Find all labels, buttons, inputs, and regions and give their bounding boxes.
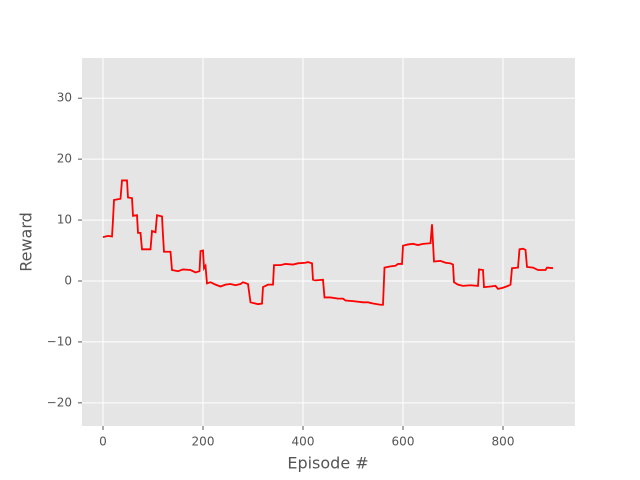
y-tick-label: 20 [57,152,72,166]
x-tick-label: 400 [292,435,315,449]
y-axis-label: Reward [17,212,36,272]
y-tick-label: 30 [57,91,72,105]
x-tick-label: 200 [192,435,215,449]
x-tick-label: 800 [492,435,515,449]
y-tick-label: 10 [57,213,72,227]
line [102,179,554,306]
x-axis-label: Episode # [287,454,368,473]
y-tick-label: −10 [47,334,72,348]
x-tick-label: 600 [392,435,415,449]
y-tick-label: −20 [47,395,72,409]
plot-area [82,58,575,426]
x-tick-label: 0 [99,435,107,449]
y-tick-label: 0 [64,273,72,287]
